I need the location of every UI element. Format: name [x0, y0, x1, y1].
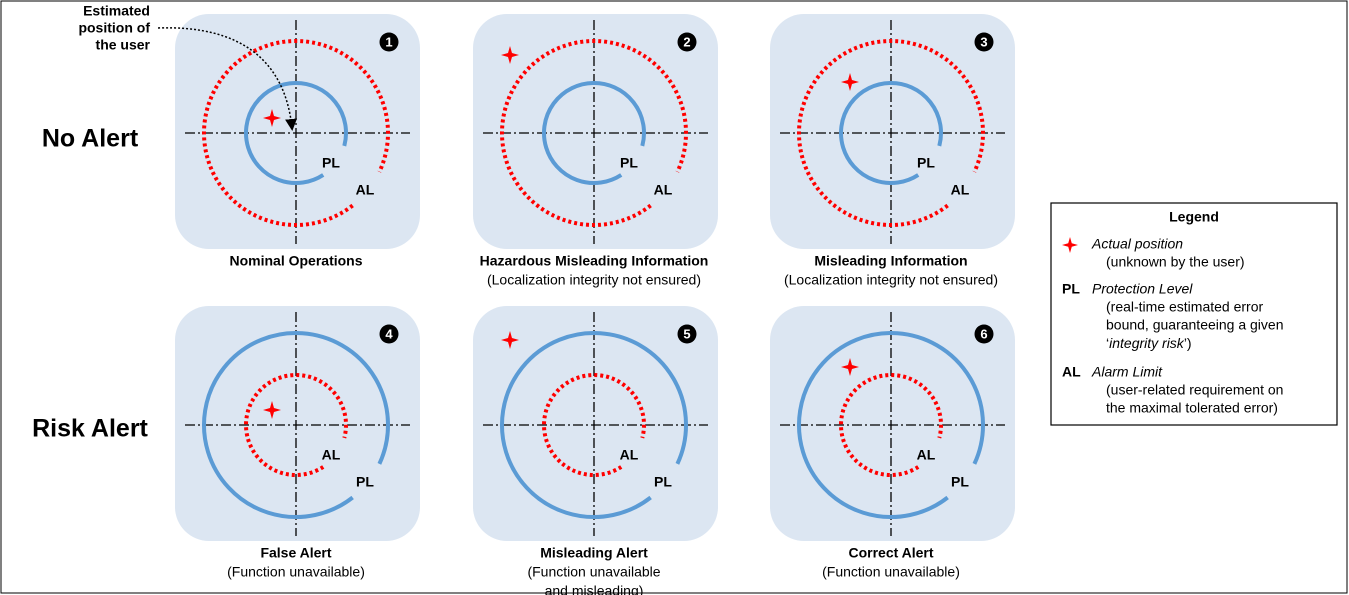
annotation-arrow — [157, 27, 298, 131]
caption: Nominal Operations — [229, 253, 362, 269]
legend-desc: (user-related requirement on — [1106, 382, 1283, 398]
row-label: Risk Alert — [32, 415, 148, 443]
pl-arc — [500, 331, 688, 519]
legend-desc-part: ’) — [1184, 335, 1192, 351]
circle-label: AL — [917, 447, 936, 463]
circle-label: AL — [356, 182, 375, 198]
number: 2 — [683, 34, 690, 49]
star — [841, 358, 859, 376]
number: 6 — [980, 326, 987, 341]
annotation: position of — [78, 20, 150, 36]
legend-desc: (real-time estimated error — [1106, 299, 1263, 315]
circle-label: PL — [951, 474, 969, 490]
caption: False Alert — [260, 545, 331, 561]
star — [1062, 237, 1078, 253]
legend-desc: the maximal tolerated error) — [1106, 400, 1278, 416]
al-arc — [542, 373, 646, 477]
circle-label: PL — [654, 474, 672, 490]
star — [263, 401, 281, 419]
circle-label: AL — [620, 447, 639, 463]
star — [501, 331, 519, 349]
panel — [473, 14, 718, 249]
legend-desc: bound, guaranteeing a given — [1106, 317, 1283, 333]
number: 1 — [385, 34, 392, 49]
number: 5 — [683, 326, 690, 341]
legend-desc: (unknown by the user) — [1106, 254, 1245, 270]
subcaption: (Localization integrity not ensured) — [487, 272, 701, 288]
number-badge — [379, 324, 399, 344]
caption: Misleading Information — [814, 253, 967, 269]
number-badge — [677, 324, 697, 344]
subcaption: (Localization integrity not ensured) — [784, 272, 998, 288]
al-arc — [244, 373, 348, 477]
legend-desc-part: integrity risk — [1109, 335, 1185, 351]
subcaption: (Function unavailable — [527, 564, 660, 580]
legend-term: Alarm Limit — [1091, 364, 1163, 380]
circle-label: PL — [917, 155, 935, 171]
al-arc — [202, 39, 390, 227]
panel — [770, 306, 1015, 541]
star — [841, 73, 859, 91]
number: 3 — [980, 34, 987, 49]
legend-box — [1050, 202, 1338, 426]
legend-desc: ‘integrity risk’) — [1106, 335, 1192, 351]
caption: Correct Alert — [848, 545, 933, 561]
row-label: No Alert — [42, 125, 139, 153]
circle-label: AL — [951, 182, 970, 198]
subcaption: (Function unavailable) — [227, 564, 365, 580]
panel — [473, 306, 718, 541]
pl-arc — [244, 81, 348, 185]
number-badge — [677, 32, 697, 52]
circle-label: PL — [322, 155, 340, 171]
pl-arc — [202, 331, 390, 519]
circle-label: AL — [322, 447, 341, 463]
al-arc — [500, 39, 688, 227]
star — [263, 109, 281, 127]
annotation: the user — [96, 37, 151, 53]
number: 4 — [385, 326, 393, 341]
annotation: Estimated — [83, 3, 150, 19]
pl-arc — [542, 81, 646, 185]
subcaption: and misleading) — [545, 583, 644, 595]
pl-arc — [839, 81, 943, 185]
legend-term: Protection Level — [1092, 281, 1193, 297]
legend-abbr: PL — [1062, 281, 1080, 297]
number-badge — [974, 32, 994, 52]
caption: Hazardous Misleading Information — [480, 253, 709, 269]
caption: Misleading Alert — [540, 545, 648, 561]
al-arc — [839, 373, 943, 477]
number-badge — [379, 32, 399, 52]
circle-label: PL — [356, 474, 374, 490]
legend-abbr: AL — [1062, 364, 1081, 380]
panel — [175, 306, 420, 541]
number-badge — [974, 324, 994, 344]
al-arc — [797, 39, 985, 227]
circle-label: PL — [620, 155, 638, 171]
circle-label: AL — [654, 182, 673, 198]
panel — [175, 14, 420, 249]
subcaption: (Function unavailable) — [822, 564, 960, 580]
panel — [770, 14, 1015, 249]
pl-arc — [797, 331, 985, 519]
star — [501, 46, 519, 64]
legend-title: Legend — [1169, 209, 1219, 225]
legend-term: Actual position — [1091, 236, 1183, 252]
legend-desc-part: ‘ — [1106, 335, 1109, 351]
